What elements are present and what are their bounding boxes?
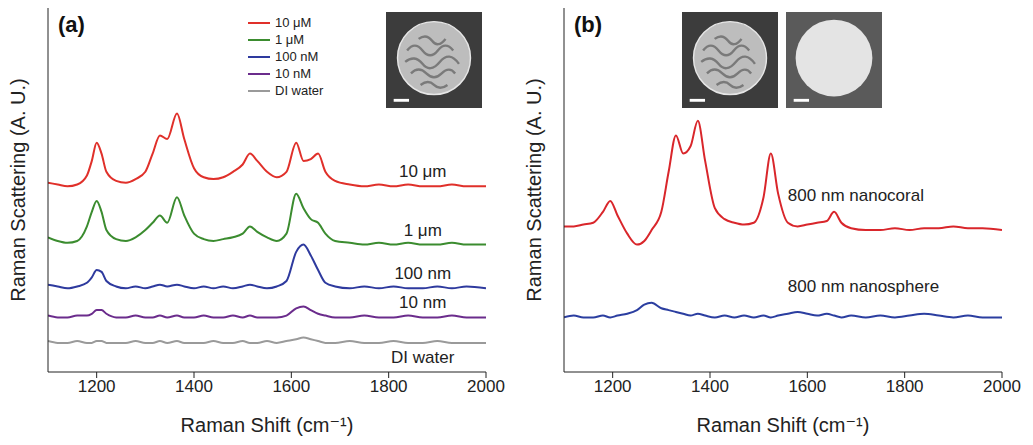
svg-text:1200: 1200 [594,377,632,396]
svg-text:DI water: DI water [391,348,455,367]
svg-text:1600: 1600 [788,377,826,396]
html-text:10 μM: 10 μM [275,15,312,30]
html-text:100 nM: 100 nM [275,49,319,64]
svg-text:1800: 1800 [886,377,924,396]
svg-text:2000: 2000 [983,377,1021,396]
html-text:(a): (a) [58,12,85,37]
svg-text:1 μm: 1 μm [404,221,442,240]
svg-text:800 nm nanocoral: 800 nm nanocoral [788,186,924,205]
html-text:1 μM: 1 μM [275,32,305,47]
svg-text:1200: 1200 [78,377,116,396]
svg-text:Raman Shift (cm⁻¹): Raman Shift (cm⁻¹) [181,414,354,436]
html-text:10 nM: 10 nM [275,66,312,81]
svg-text:2000: 2000 [467,377,505,396]
svg-text:1400: 1400 [691,377,729,396]
html-text:DI water: DI water [275,83,324,98]
svg-text:100 nm: 100 nm [394,264,451,283]
svg-text:1600: 1600 [272,377,310,396]
svg-text:10 nm: 10 nm [399,293,446,312]
svg-text:Raman Shift (cm⁻¹): Raman Shift (cm⁻¹) [697,414,870,436]
svg-text:800 nm nanosphere: 800 nm nanosphere [788,277,939,296]
svg-text:10 μm: 10 μm [399,162,447,181]
html-text:Raman Scattering (A. U.): Raman Scattering (A. U.) [6,78,29,302]
svg-text:1800: 1800 [370,377,408,396]
html-text:(b): (b) [574,12,603,37]
svg-text:1400: 1400 [175,377,213,396]
html-text:Raman Scattering (A. U.): Raman Scattering (A. U.) [522,78,545,302]
